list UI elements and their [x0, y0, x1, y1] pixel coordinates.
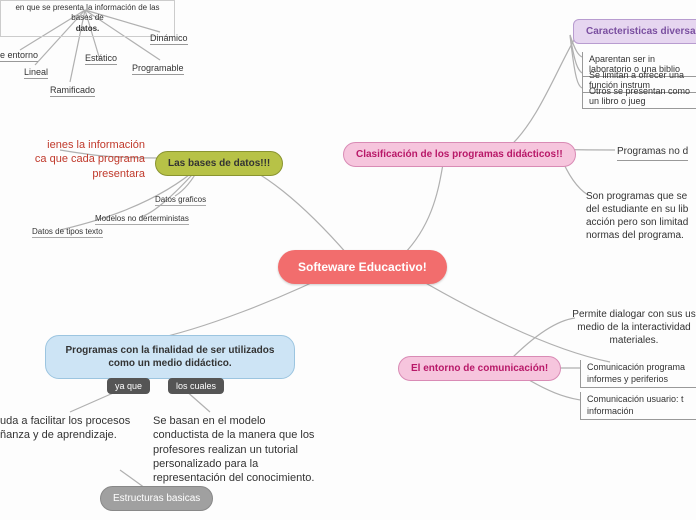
central-node: Softeware Educactivo!: [278, 250, 447, 284]
blue-l1: Programas con la finalidad de ser utiliz…: [66, 345, 275, 356]
node-clasificacion: Clasificación de los programas didáctico…: [343, 142, 576, 167]
top-partial-2: datos.: [76, 24, 100, 33]
node-estructuras: Estructuras basicas: [100, 486, 213, 511]
leaf-estatico: Estático: [85, 53, 117, 65]
entorno-a: Comunicación programa informes y perifer…: [580, 360, 696, 388]
right-desc: Se basan en el modelo conductista de la …: [153, 414, 323, 485]
red-info-block: ienes la información ca que cada program…: [0, 138, 145, 181]
top-partial-box: en que se presenta la información de las…: [0, 0, 175, 37]
leaf-modelos: Modelos no derterministas: [95, 214, 189, 225]
blue-l2: como un medio didáctico.: [108, 358, 231, 369]
programas-no-d: Programas no d: [617, 145, 688, 161]
left-desc: uda a facilitar los procesos ñanza y de …: [0, 414, 145, 443]
leaf-entorno: e entorno: [0, 50, 38, 62]
red-l1: ienes la información: [47, 139, 145, 151]
node-programas-finalidad: Programas con la finalidad de ser utiliz…: [45, 335, 295, 379]
leaf-datos-graficos: Datos graficos: [155, 195, 206, 206]
node-bases-datos: Las bases de datos!!!: [155, 151, 283, 176]
leaf-datos-texto: Datos de tipos texto: [32, 227, 103, 238]
entorno-desc: Permite dialogar con sus us medio de la …: [572, 308, 696, 347]
leaf-ramificado: Ramificado: [50, 85, 95, 97]
leaf-programable: Programable: [132, 63, 184, 75]
caract-c: Otros se presentan como un libro o jueg: [582, 84, 696, 109]
red-l3: presentara: [92, 168, 145, 180]
programas-desc: Son programas que se del estudiante en s…: [586, 190, 696, 242]
top-partial-1: en que se presenta la información de las…: [15, 3, 159, 22]
node-caracteristicas: Caracteristicas diversas: [573, 19, 696, 44]
node-entorno: El entorno de comunicación!: [398, 356, 561, 381]
tag-yaque: ya que: [107, 378, 150, 394]
leaf-dinamico: Dinámico: [150, 33, 188, 45]
entorno-b: Comunicación usuario: t información: [580, 392, 696, 420]
tag-loscuales: los cuales: [168, 378, 224, 394]
leaf-lineal: Lineal: [24, 67, 48, 79]
red-l2: ca que cada programa: [35, 153, 145, 165]
